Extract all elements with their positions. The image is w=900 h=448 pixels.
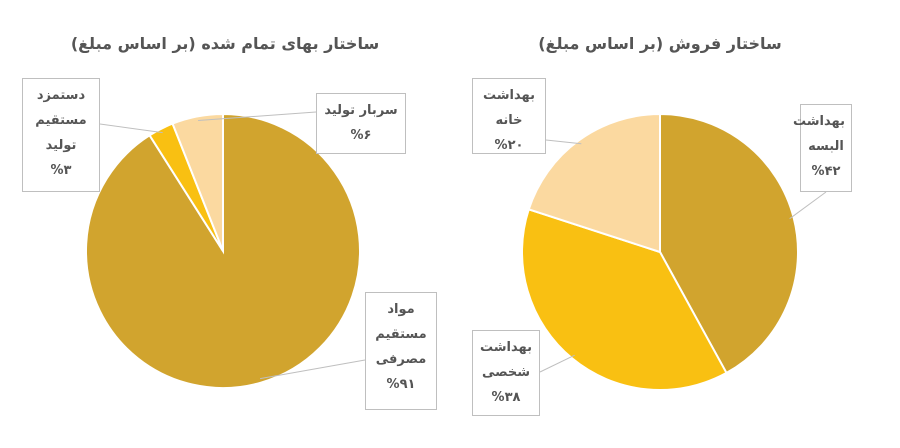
slice-category: مواد مستقیم مصرفی bbox=[375, 302, 427, 367]
leader-line bbox=[539, 354, 575, 373]
chart-title: ساختار بهای تمام شده (بر اساس مبلغ) bbox=[70, 34, 380, 53]
leader-line bbox=[259, 359, 366, 380]
pie-slice bbox=[527, 112, 661, 254]
slice-category: سربار تولید bbox=[324, 103, 398, 118]
value-label: %۴۲ bbox=[811, 164, 841, 179]
pie-slice bbox=[85, 112, 361, 389]
leader-line bbox=[198, 111, 317, 121]
slice-category: بهداشت خانه bbox=[483, 88, 535, 128]
value-label: %۳۸ bbox=[491, 390, 521, 405]
value-label: %۶ bbox=[350, 128, 372, 143]
slice-category: بهداشت البسه bbox=[793, 114, 845, 154]
value-label: %۲۰ bbox=[494, 138, 524, 153]
pie-slice bbox=[659, 112, 799, 375]
chart-title: ساختار فروش (بر اساس مبلغ) bbox=[538, 34, 782, 53]
leader-line bbox=[99, 123, 163, 134]
value-label: %۹۱ bbox=[386, 377, 416, 392]
data-label: سربار تولید %۶ bbox=[316, 93, 406, 154]
leader-line bbox=[545, 139, 582, 145]
pie-slice bbox=[171, 112, 224, 252]
slice-category: دستمزد مستقیم تولید bbox=[35, 88, 87, 153]
data-label: بهداشت خانه %۲۰ bbox=[472, 78, 546, 154]
leader-line bbox=[789, 191, 827, 220]
data-label: دستمزد مستقیم تولید %۳ bbox=[22, 78, 100, 192]
data-label: بهداشت البسه %۴۲ bbox=[793, 104, 852, 192]
value-label: %۳ bbox=[50, 163, 72, 178]
data-label: مواد مستقیم مصرفی %۹۱ bbox=[365, 292, 437, 410]
data-label: بهداشت شخصی %۳۸ bbox=[472, 330, 540, 416]
slice-category: بهداشت شخصی bbox=[480, 340, 532, 380]
pie-slice bbox=[521, 208, 728, 391]
